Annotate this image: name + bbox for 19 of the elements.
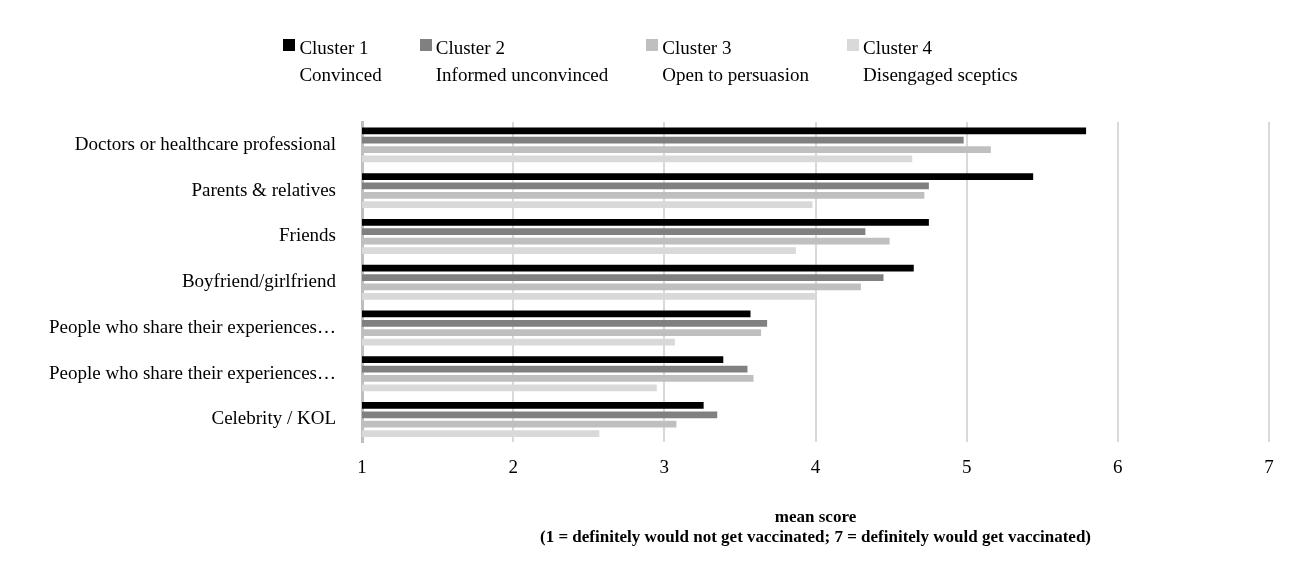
- y-tick-label: Celebrity / KOL: [211, 407, 336, 429]
- y-tick-label: Friends: [279, 224, 336, 246]
- legend-label: Cluster 2 Informed unconvinced: [435, 36, 609, 87]
- x-tick-label: 7: [1264, 455, 1274, 477]
- x-tick-label: 5: [961, 455, 972, 477]
- x-tick-label: 4: [810, 455, 821, 477]
- legend-label: Cluster 3 Open to persuasion: [662, 36, 809, 87]
- x-tick-label: 6: [1113, 455, 1123, 477]
- y-tick-label: Doctors or healthcare professional: [74, 132, 336, 154]
- legend-label: Cluster 4 Disengaged sceptics: [862, 36, 1018, 87]
- x-axis-title: mean score (1 = definitely would not get vaccinated; 7 = definitely would get vaccinated): [539, 506, 1092, 547]
- legend-label: Cluster 1 Convinced: [299, 36, 382, 87]
- x-tick-label: 1: [357, 455, 367, 477]
- y-tick-label: People who share their experiences…: [48, 361, 336, 383]
- x-tick-label: 2: [508, 455, 518, 477]
- y-tick-label: Boyfriend/girlfriend: [181, 270, 337, 292]
- x-tick-label: 3: [659, 455, 670, 477]
- y-tick-label: Parents & relatives: [191, 178, 336, 200]
- y-tick-label: People who share their experiences…: [48, 315, 336, 337]
